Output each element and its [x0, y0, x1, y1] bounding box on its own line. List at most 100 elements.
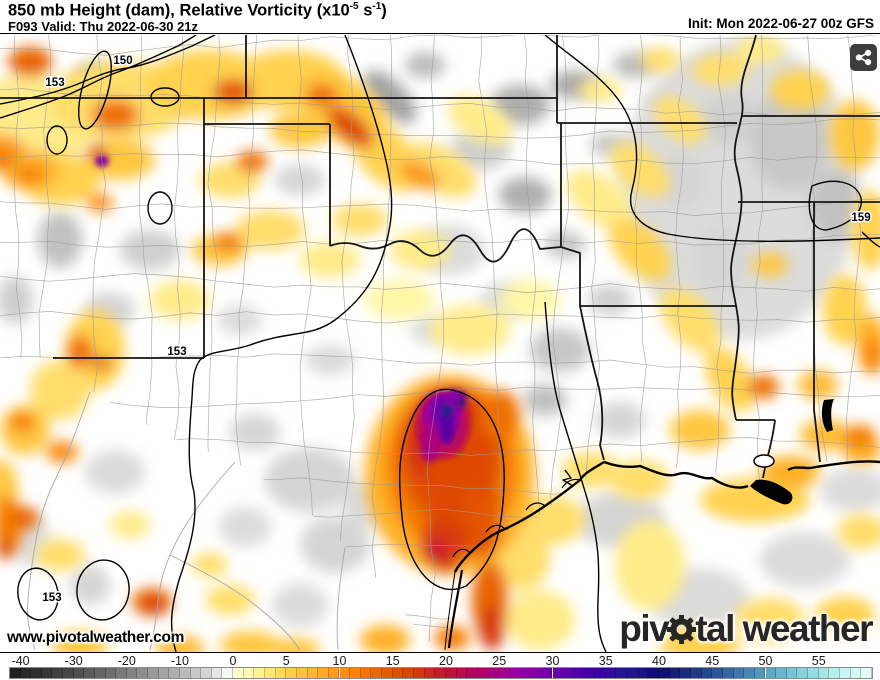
colorbar-cell: [744, 668, 755, 678]
pivotal-weather-logo: piv tal weather: [619, 608, 873, 650]
contour-label: 153: [167, 346, 186, 358]
colorbar-cell: [829, 668, 841, 678]
map-header: 850 mb Height (dam), Relative Vorticity …: [0, 0, 880, 34]
colorbar-cell: [84, 668, 95, 678]
weather-map-svg: 150 153 153 153 159: [0, 35, 880, 652]
colorbar-cell: [10, 668, 21, 678]
colorbar-cell: [264, 668, 276, 678]
share-button[interactable]: [850, 44, 877, 71]
colorbar-cell: [20, 668, 32, 678]
colorbar-tick: -40: [11, 654, 30, 668]
colorbar-tick: -20: [117, 654, 136, 668]
colorbar-cell: [690, 668, 702, 678]
colorbar-cell: [307, 668, 319, 678]
colorbar-cell: [861, 668, 872, 678]
colorbar-cell: [328, 668, 340, 678]
colorbar-cell: [818, 668, 830, 678]
watermark-url: www.pivotalweather.com: [7, 629, 185, 646]
colorbar-cell: [414, 668, 425, 678]
share-icon: [855, 49, 872, 66]
colorbar-cell: [595, 668, 606, 678]
colorbar-cell: [148, 668, 159, 678]
colorbar-cell: [31, 668, 42, 678]
colorbar-tick: 55: [811, 654, 826, 668]
colorbar-cell: [456, 668, 468, 678]
colorbar-cell: [605, 668, 617, 678]
coastline: [444, 399, 880, 651]
colorbar-cell: [616, 668, 628, 678]
colorbar-cell: [286, 668, 297, 678]
colorbar-cell: [233, 668, 244, 678]
colorbar-cell: [382, 668, 393, 678]
colorbar-cell: [754, 668, 766, 678]
colorbar-cell: [94, 668, 106, 678]
colorbar-cell: [477, 668, 489, 678]
init-time-label: Init: Mon 2022-06-27 00z GFS: [687, 16, 874, 31]
colorbar-cell: [701, 668, 713, 678]
colorbar-cell: [659, 668, 670, 678]
colorbar-cell: [41, 668, 53, 678]
colorbar-cell: [424, 668, 436, 678]
colorbar-cell: [467, 668, 478, 678]
colorbar-tick: 35: [598, 654, 613, 668]
colorbar-tick: 20: [439, 654, 453, 668]
colorbar-cell: [403, 668, 415, 678]
colorbar-cell: [722, 668, 734, 678]
colorbar-cell: [840, 668, 851, 678]
colorbar-cell: [169, 668, 180, 678]
colorbar-cell: [63, 668, 74, 678]
colorbar-cell: [627, 668, 638, 678]
colorbar-tick: 40: [652, 654, 666, 668]
contour-labels: 150 153 153 153 159: [41, 54, 872, 606]
colorbar-cell: [318, 668, 329, 678]
colorbar-cell: [371, 668, 383, 678]
colorbar-cell: [850, 668, 862, 678]
colorbar-cell: [797, 668, 809, 678]
colorbar-cell: [73, 668, 85, 678]
colorbar-tick: 0: [229, 654, 237, 668]
colorbar-cell: [392, 668, 404, 678]
colorbar: -40 -30 -20 -10 0 5 10 15 20 25 30 35 40 45 50 55: [0, 652, 880, 680]
colorbar-cell: [680, 668, 691, 678]
colorbar-tick: -10: [170, 654, 189, 668]
colorbar-tick: 25: [492, 654, 507, 668]
colorbar-cell: [243, 668, 255, 678]
colorbar-tick: 10: [332, 654, 347, 668]
colorbar-cell: [105, 668, 117, 678]
colorbar-cell: [499, 668, 510, 678]
map-canvas[interactable]: 150 153 153 153 159 www.pivotalweather.com p…: [0, 35, 880, 652]
colorbar-cell: [435, 668, 446, 678]
contour-label: 153: [45, 77, 64, 89]
colorbar-cell: [765, 668, 777, 678]
contour-label: 153: [42, 592, 61, 604]
colorbar-cell: [158, 668, 170, 678]
colorbar-cell: [786, 668, 798, 678]
contour-label: 150: [113, 55, 132, 67]
colorbar-cell: [520, 668, 532, 678]
colorbar-cell: [116, 668, 127, 678]
colorbar-cell: [296, 668, 308, 678]
colorbar-cell: [531, 668, 542, 678]
state-boundaries: [0, 35, 880, 479]
valid-time-label: F093 Valid: Thu 2022-06-30 21z: [8, 19, 199, 34]
colorbar-cell: [776, 668, 787, 678]
colorbar-cell: [446, 668, 457, 678]
colorbar-cell: [254, 668, 265, 678]
colorbar-cell: [222, 668, 233, 678]
colorbar-cell: [552, 668, 564, 678]
colorbar-cell: [669, 668, 681, 678]
colorbar-tick: 50: [758, 654, 773, 668]
colorbar-tick: 30: [545, 654, 560, 668]
colorbar-cell: [648, 668, 659, 678]
colorbar-cell: [179, 668, 191, 678]
colorbar-cell: [509, 668, 521, 678]
colorbar-cell: [360, 668, 372, 678]
colorbar-cell: [584, 668, 596, 678]
colorbar-cell: [563, 668, 574, 678]
colorbar-cell: [339, 668, 351, 678]
colorbar-cell: [733, 668, 745, 678]
colorbar-cell: [573, 668, 585, 678]
mexico-state-boundaries: [27, 391, 346, 651]
colorbar-tick: 15: [385, 654, 400, 668]
